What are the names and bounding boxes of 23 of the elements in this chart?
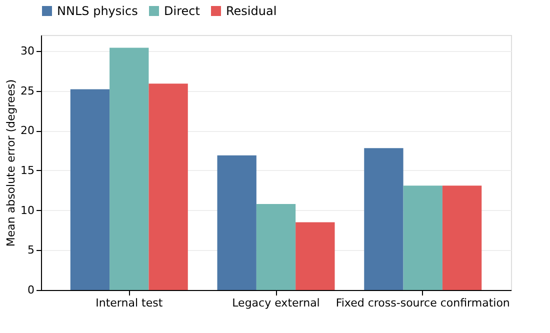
x-tick-label: Internal test [96, 296, 164, 310]
bar [256, 204, 296, 290]
y-tick-label: 25 [20, 84, 34, 98]
y-axis-title: Mean absolute error (degrees) [4, 79, 18, 247]
legend-label: Residual [226, 4, 277, 18]
y-tick-label: 10 [20, 204, 34, 217]
bar [110, 48, 149, 290]
x-tick-label: Legacy external [232, 296, 320, 310]
bar [70, 89, 110, 290]
legend-label: Direct [164, 4, 200, 18]
y-tick-label: 20 [20, 124, 34, 138]
bar [403, 186, 442, 290]
bar [148, 84, 188, 290]
bar [217, 155, 256, 290]
bar [364, 148, 404, 290]
y-tick-label: 30 [20, 44, 34, 58]
y-tick-label: 15 [20, 164, 34, 177]
x-tick-label: Fixed cross-source confirmation [336, 296, 510, 310]
bar [442, 186, 482, 290]
legend-label: NNLS physics [57, 4, 138, 18]
bar [296, 222, 335, 290]
y-tick-label: 5 [28, 244, 34, 257]
y-tick-label: 0 [28, 284, 34, 296]
